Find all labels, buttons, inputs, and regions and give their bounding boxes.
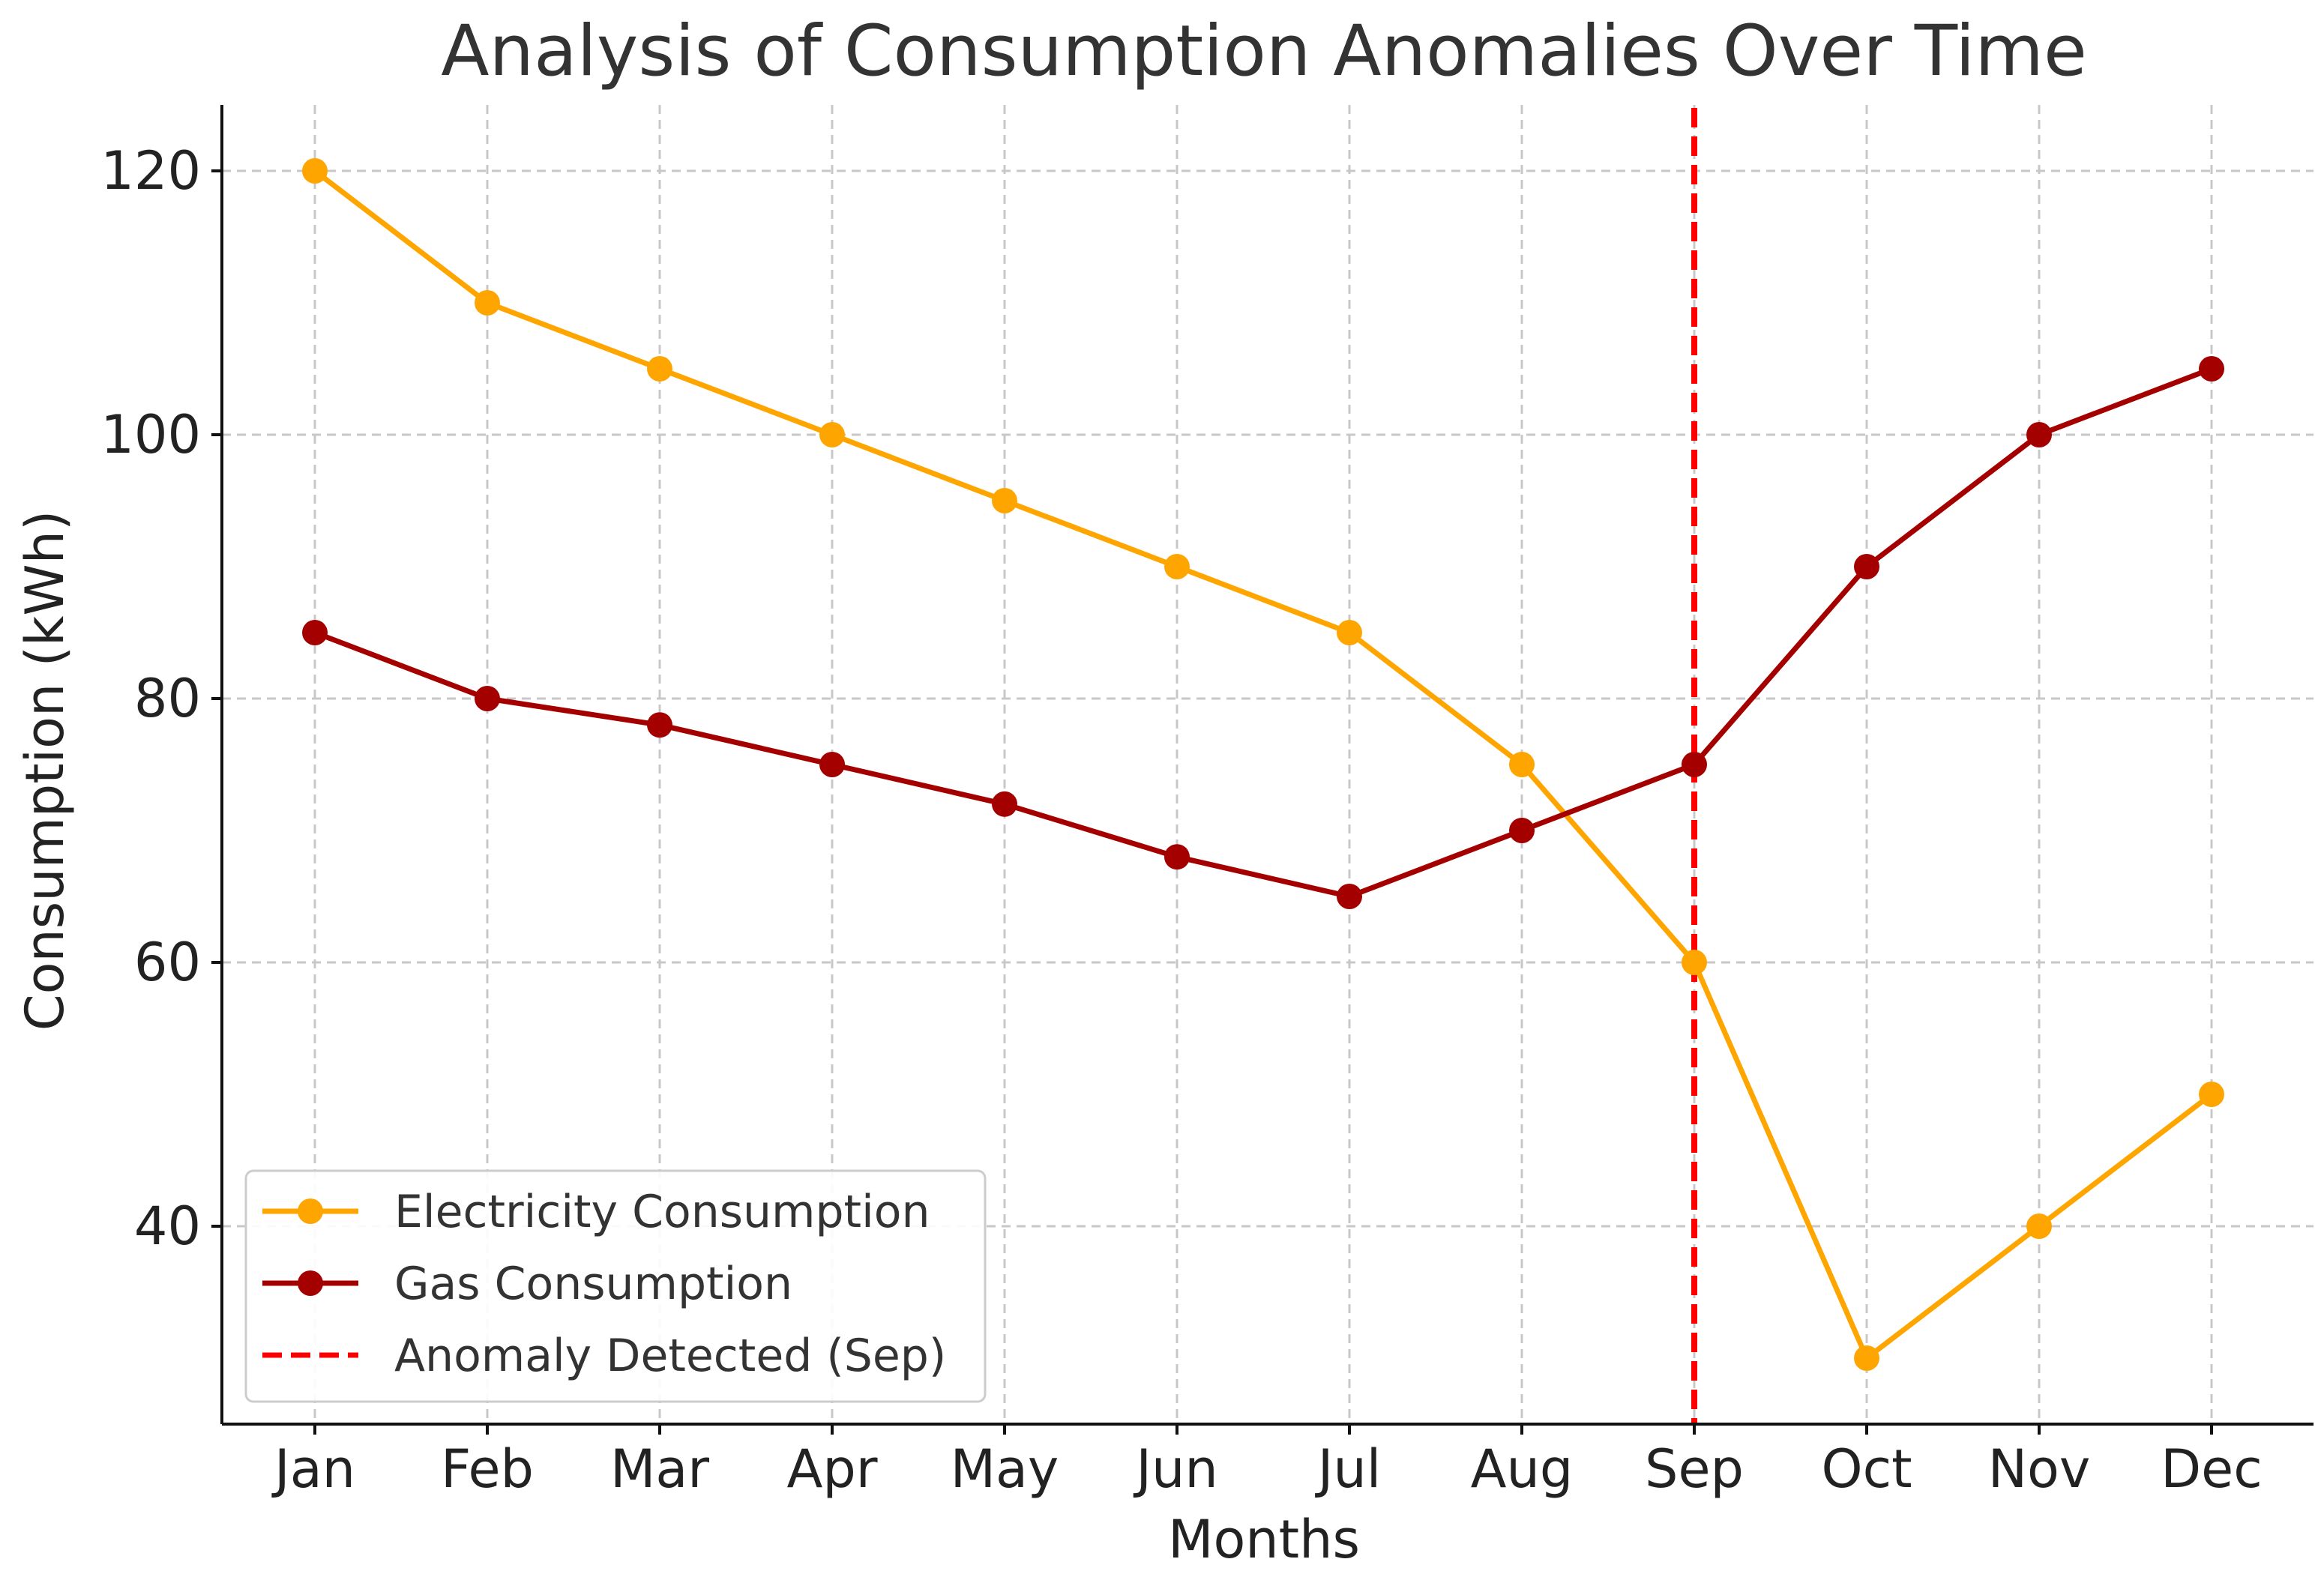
- chart-title: Analysis of Consumption Anomalies Over T…: [441, 10, 2087, 92]
- y-tick-label: 40: [134, 1195, 201, 1257]
- axes: [220, 105, 2314, 1426]
- data-point: [2026, 1213, 2052, 1239]
- data-point: [1682, 950, 1707, 975]
- x-tick-label: May: [951, 1438, 1059, 1500]
- data-point: [1164, 554, 1190, 579]
- data-point: [1509, 818, 1535, 843]
- data-point: [1509, 752, 1535, 777]
- data-point: [2199, 356, 2224, 382]
- legend-marker: [298, 1198, 323, 1224]
- data-point: [302, 620, 328, 645]
- legend-box: [244, 1169, 987, 1403]
- tick-labels: Jan Feb Mar Apr May Jun Jul Aug Sep Oct Nov Dec 40 60…: [100, 140, 2262, 1500]
- series-line-electricity: [312, 168, 2215, 1361]
- series-line-gas: [312, 366, 2215, 899]
- legend-label: Anomaly Detected (Sep): [394, 1330, 946, 1382]
- data-point: [1337, 620, 1362, 645]
- data-point: [1164, 844, 1190, 870]
- x-tick-label: Sep: [1645, 1438, 1744, 1500]
- x-tick-label: Feb: [441, 1438, 534, 1500]
- legend-label: Gas Consumption: [394, 1258, 792, 1310]
- data-point: [992, 791, 1017, 817]
- data-point: [819, 422, 845, 447]
- data-point: [1854, 1345, 1879, 1371]
- x-tick-label: Oct: [1821, 1438, 1912, 1500]
- x-axis-label: Months: [1168, 1509, 1360, 1570]
- data-point: [1854, 554, 1879, 579]
- data-point: [1337, 884, 1362, 909]
- x-tick-label: Jan: [271, 1438, 355, 1500]
- x-tick-label: Nov: [1988, 1438, 2091, 1500]
- data-point: [1682, 752, 1707, 777]
- data-point: [2026, 422, 2052, 447]
- x-tick-label: Apr: [786, 1438, 877, 1500]
- y-axis-label: Consumption (kWh): [14, 510, 76, 1031]
- data-point: [647, 712, 672, 738]
- data-point: [819, 752, 845, 777]
- series-lines: [302, 158, 2224, 1371]
- data-point: [647, 356, 672, 382]
- y-tick-label: 60: [134, 932, 201, 993]
- x-tick-label: Dec: [2161, 1438, 2262, 1500]
- legend-marker: [298, 1270, 323, 1296]
- data-point: [475, 686, 500, 711]
- x-tick-label: Mar: [610, 1438, 709, 1500]
- y-tick-label: 80: [134, 668, 201, 729]
- data-point: [302, 158, 328, 184]
- legend-label: Electricity Consumption: [394, 1186, 930, 1238]
- x-tick-label: Jul: [1315, 1438, 1381, 1500]
- data-point: [2199, 1082, 2224, 1107]
- y-tick-label: 100: [100, 404, 201, 465]
- data-point: [992, 488, 1017, 513]
- x-tick-label: Aug: [1471, 1438, 1574, 1500]
- y-tick-label: 120: [100, 140, 201, 202]
- x-tick-label: Jun: [1133, 1438, 1217, 1500]
- data-point: [475, 290, 500, 316]
- legend: Electricity Consumption Gas Consumption An…: [244, 1169, 987, 1403]
